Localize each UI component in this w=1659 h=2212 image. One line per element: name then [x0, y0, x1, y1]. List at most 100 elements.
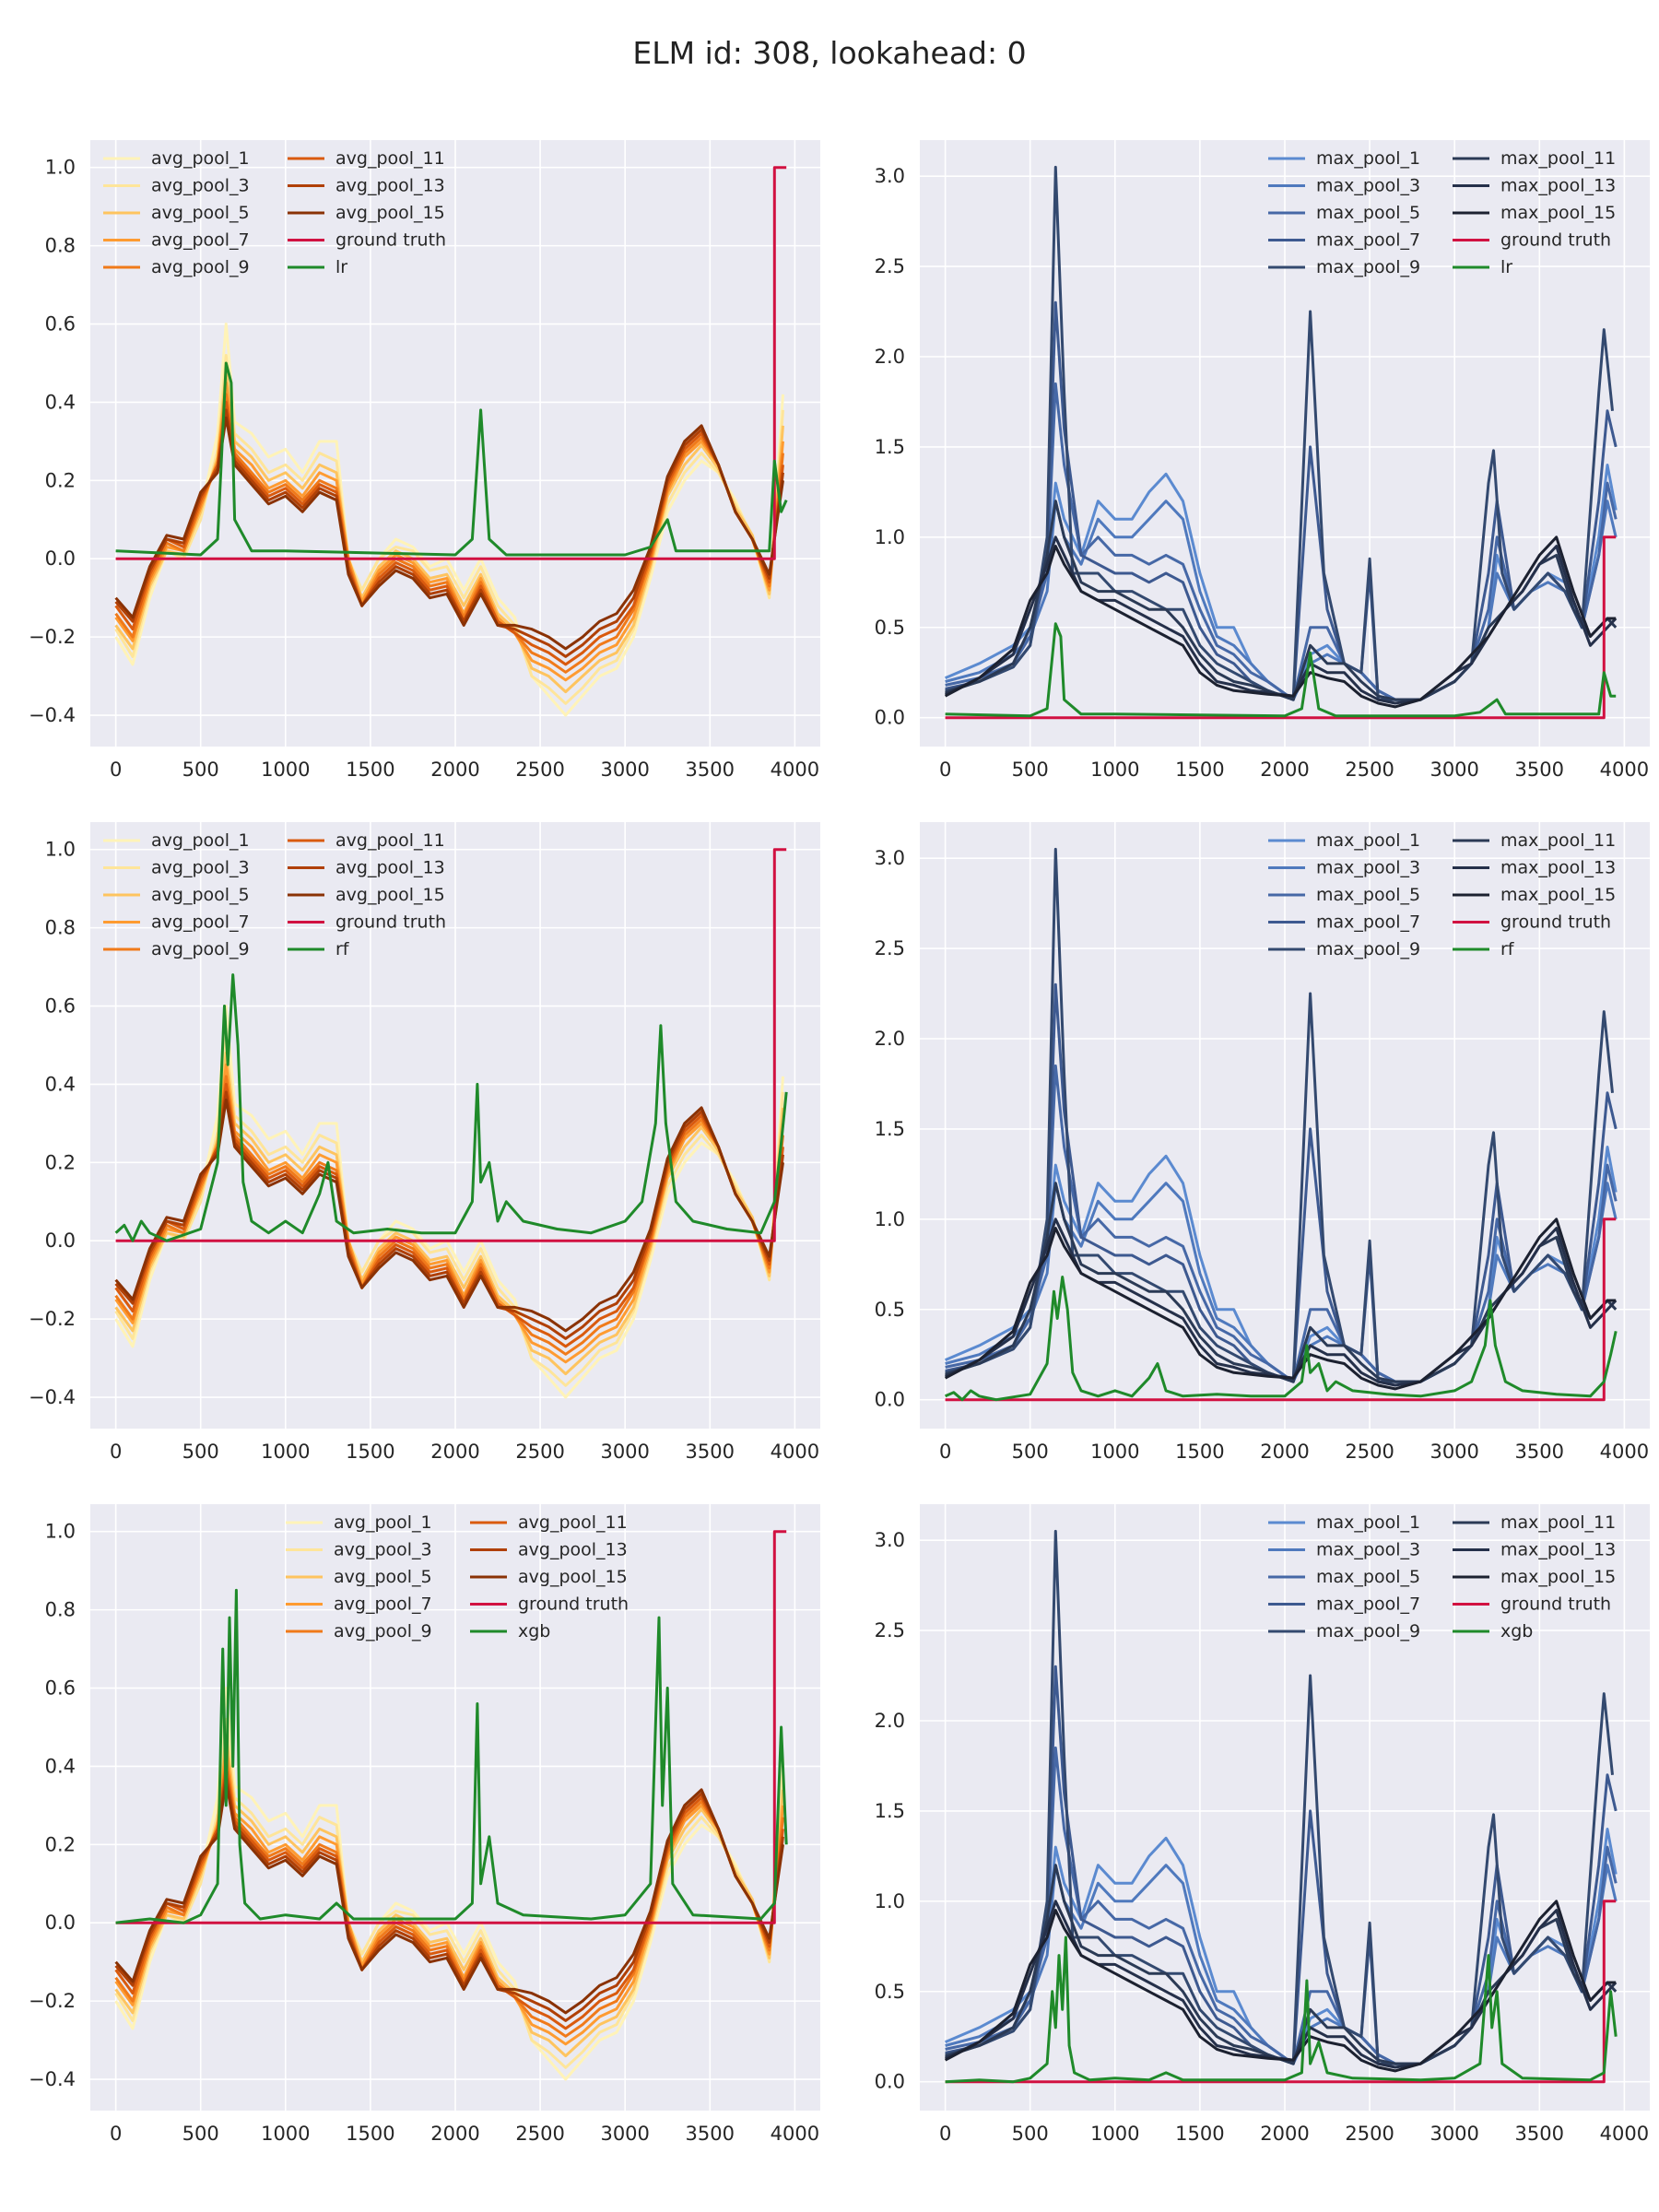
- legend-label: max_pool_3: [1316, 1540, 1420, 1560]
- y-tick-label: 1.0: [875, 1208, 905, 1230]
- x-tick-label: 1500: [346, 759, 394, 781]
- x-tick-label: 1500: [1175, 1441, 1224, 1463]
- legend-label: max_pool_11: [1500, 830, 1616, 851]
- x-tick-label: 4000: [1600, 2123, 1649, 2145]
- legend-label: ground truth: [335, 230, 446, 251]
- series-line-avg-pool-1: [114, 323, 784, 717]
- y-tick-label: 1.0: [875, 526, 905, 548]
- y-tick-label: 2.0: [875, 1028, 905, 1050]
- legend-label: ground truth: [518, 1594, 629, 1615]
- legend: max_pool_1 max_pool_3 max_pool_5 max_pool_7…: [1268, 148, 1616, 277]
- chart-avg-pool-lr: 0 500 1000 1500 2000 2500 3000 3500 4000 −0.4 −0.2…: [29, 140, 820, 781]
- legend-label: max_pool_9: [1316, 257, 1420, 277]
- legend-label: max_pool_9: [1316, 1621, 1420, 1641]
- x-tick-label: 1500: [1175, 2123, 1224, 2145]
- legend: avg_pool_1 avg_pool_3 avg_pool_5 avg_pool_7…: [103, 148, 446, 277]
- x-tick-label: 1000: [261, 2123, 310, 2145]
- x-tick-label: 2000: [430, 1441, 479, 1463]
- legend: avg_pool_1 avg_pool_3 avg_pool_5 avg_pool_7…: [286, 1512, 629, 1641]
- legend-label: avg_pool_1: [151, 830, 250, 851]
- series-lines: [944, 165, 1618, 720]
- y-tick-label: 0.5: [875, 1299, 905, 1321]
- x-tick-label: 2500: [1345, 1441, 1394, 1463]
- y-tick-label: 0.6: [45, 1677, 76, 1700]
- series-line-max-pool-9: [945, 1529, 1614, 2065]
- y-tick-label: −0.4: [29, 2068, 76, 2090]
- chart-max-pool-rf: 0 500 1000 1500 2000 2500 3000 3500 4000 0.0 0.5 1.…: [875, 822, 1650, 1463]
- y-tick-label: −0.4: [29, 704, 76, 726]
- legend-label: max_pool_13: [1500, 176, 1616, 196]
- legend-label: lr: [1500, 257, 1512, 277]
- legend-label: max_pool_5: [1316, 203, 1420, 223]
- legend-label: max_pool_11: [1500, 148, 1616, 169]
- legend-label: avg_pool_3: [151, 176, 250, 196]
- chart-avg-pool-rf: 0 500 1000 1500 2000 2500 3000 3500 4000 −0.4 −0.2…: [29, 822, 820, 1463]
- x-tick-label: 1500: [1175, 759, 1224, 781]
- y-tick-label: 1.5: [875, 1800, 905, 1822]
- y-tick-label: 3.0: [875, 847, 905, 869]
- x-tick-label: 2000: [1260, 2123, 1309, 2145]
- legend: max_pool_1 max_pool_3 max_pool_5 max_pool_7…: [1268, 830, 1616, 959]
- x-tick-label: 500: [182, 759, 219, 781]
- y-tick-label: 0.8: [45, 917, 76, 939]
- series-line-max-pool-15: [944, 535, 1617, 709]
- legend-label: max_pool_1: [1316, 1512, 1420, 1533]
- x-tick-label: 0: [939, 1441, 951, 1463]
- y-tick-label: 0.4: [45, 1755, 76, 1777]
- x-tick-label: 2000: [1260, 1441, 1309, 1463]
- x-tick-label: 0: [939, 2123, 951, 2145]
- legend-label: max_pool_3: [1316, 858, 1420, 878]
- legend-label: rf: [335, 939, 350, 959]
- x-tick-label: 3500: [1515, 2123, 1564, 2145]
- legend-label: avg_pool_11: [335, 830, 445, 851]
- series-line-max-pool-15: [944, 1900, 1617, 2073]
- legend-label: max_pool_15: [1500, 885, 1616, 905]
- legend-label: avg_pool_13: [335, 176, 445, 196]
- x-tick-label: 2000: [430, 2123, 479, 2145]
- x-tick-label: 0: [110, 759, 122, 781]
- legend-label: ground truth: [1500, 230, 1611, 251]
- series-line-avg-pool-3: [114, 1036, 784, 1387]
- legend-label: max_pool_5: [1316, 1567, 1420, 1587]
- series-line-lr: [115, 361, 788, 557]
- x-tick-label: 1000: [261, 759, 310, 781]
- legend: avg_pool_1 avg_pool_3 avg_pool_5 avg_pool_7…: [103, 830, 446, 959]
- x-tick-label: 4000: [771, 1441, 819, 1463]
- y-tick-label: −0.4: [29, 1386, 76, 1408]
- legend-label: avg_pool_5: [151, 203, 250, 223]
- x-tick-label: 2000: [430, 759, 479, 781]
- x-tick-label: 3500: [686, 759, 735, 781]
- legend-label: avg_pool_7: [334, 1594, 432, 1615]
- y-tick-label: 0.6: [45, 995, 76, 1018]
- y-tick-label: 0.8: [45, 235, 76, 257]
- x-tick-label: 500: [1012, 1441, 1049, 1463]
- x-tick-label: 2500: [515, 759, 564, 781]
- series-line-ground-truth: [945, 1900, 1617, 2084]
- legend-label: ground truth: [335, 912, 446, 933]
- series-line-ground-truth: [945, 1218, 1617, 1402]
- x-tick-label: 1500: [346, 1441, 394, 1463]
- legend-label: max_pool_7: [1316, 912, 1420, 933]
- x-tick-label: 3500: [686, 2123, 735, 2145]
- legend-label: ground truth: [1500, 912, 1611, 933]
- x-tick-label: 0: [110, 2123, 122, 2145]
- x-tick-label: 3000: [600, 1441, 649, 1463]
- x-tick-label: 3000: [600, 2123, 649, 2145]
- x-tick-label: 4000: [1600, 759, 1649, 781]
- series-line-max-pool-15: [944, 1218, 1617, 1391]
- y-tick-label: 0.5: [875, 617, 905, 639]
- y-tick-label: 3.0: [875, 165, 905, 187]
- y-tick-label: −0.2: [29, 1308, 76, 1330]
- legend-label: max_pool_15: [1500, 1567, 1616, 1587]
- x-tick-label: 3000: [1430, 2123, 1478, 2145]
- y-tick-label: 0.6: [45, 313, 76, 335]
- x-tick-label: 4000: [771, 2123, 819, 2145]
- x-tick-label: 3000: [1430, 759, 1478, 781]
- legend-label: avg_pool_7: [151, 912, 250, 933]
- series-line-max-pool-9: [945, 165, 1614, 701]
- legend-label: avg_pool_5: [151, 885, 250, 905]
- x-tick-label: 1000: [1090, 2123, 1139, 2145]
- legend-label: max_pool_1: [1316, 148, 1420, 169]
- series-line-xgb: [945, 1936, 1618, 2084]
- series-line-max-pool-9: [945, 847, 1614, 1383]
